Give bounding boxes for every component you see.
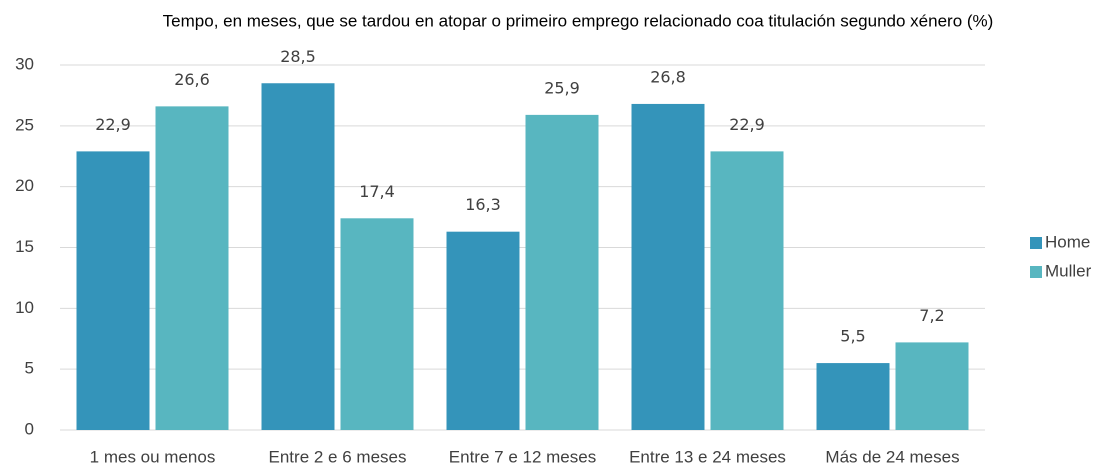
y-tick-label: 25: [15, 115, 34, 134]
y-tick-label: 0: [25, 419, 34, 438]
bar: [816, 363, 890, 430]
y-tick-label: 20: [15, 176, 34, 195]
chart-title: Tempo, en meses, que se tardou en atopar…: [163, 11, 994, 30]
legend-swatch: [1030, 237, 1042, 249]
legend-label: Muller: [1045, 261, 1092, 280]
bar: [76, 151, 150, 430]
value-label: 25,9: [544, 78, 580, 97]
bar: [155, 106, 229, 430]
x-tick-label: Más de 24 meses: [825, 447, 959, 466]
bar: [525, 114, 599, 430]
bar: [261, 83, 335, 430]
bar: [895, 342, 969, 430]
x-tick-label: Entre 2 e 6 meses: [269, 447, 407, 466]
x-tick-label: Entre 13 e 24 meses: [629, 447, 786, 466]
bar: [340, 218, 414, 430]
y-tick-label: 30: [15, 54, 34, 73]
y-tick-label: 5: [25, 359, 34, 378]
value-label: 7,2: [919, 306, 944, 325]
value-label: 22,9: [95, 115, 131, 134]
x-tick-label: 1 mes ou menos: [90, 447, 216, 466]
value-label: 17,4: [359, 182, 395, 201]
y-tick-label: 15: [15, 237, 34, 256]
value-label: 26,8: [650, 67, 686, 86]
value-label: 26,6: [174, 70, 210, 89]
value-label: 16,3: [465, 195, 501, 214]
x-tick-label: Entre 7 e 12 meses: [449, 447, 596, 466]
bar: [631, 103, 705, 430]
bar: [710, 151, 784, 430]
legend-swatch: [1030, 266, 1042, 278]
y-tick-label: 10: [15, 298, 34, 317]
legend-label: Home: [1045, 232, 1090, 251]
value-label: 5,5: [840, 327, 865, 346]
value-label: 28,5: [280, 47, 316, 66]
value-label: 22,9: [729, 115, 765, 134]
bar: [446, 231, 520, 430]
